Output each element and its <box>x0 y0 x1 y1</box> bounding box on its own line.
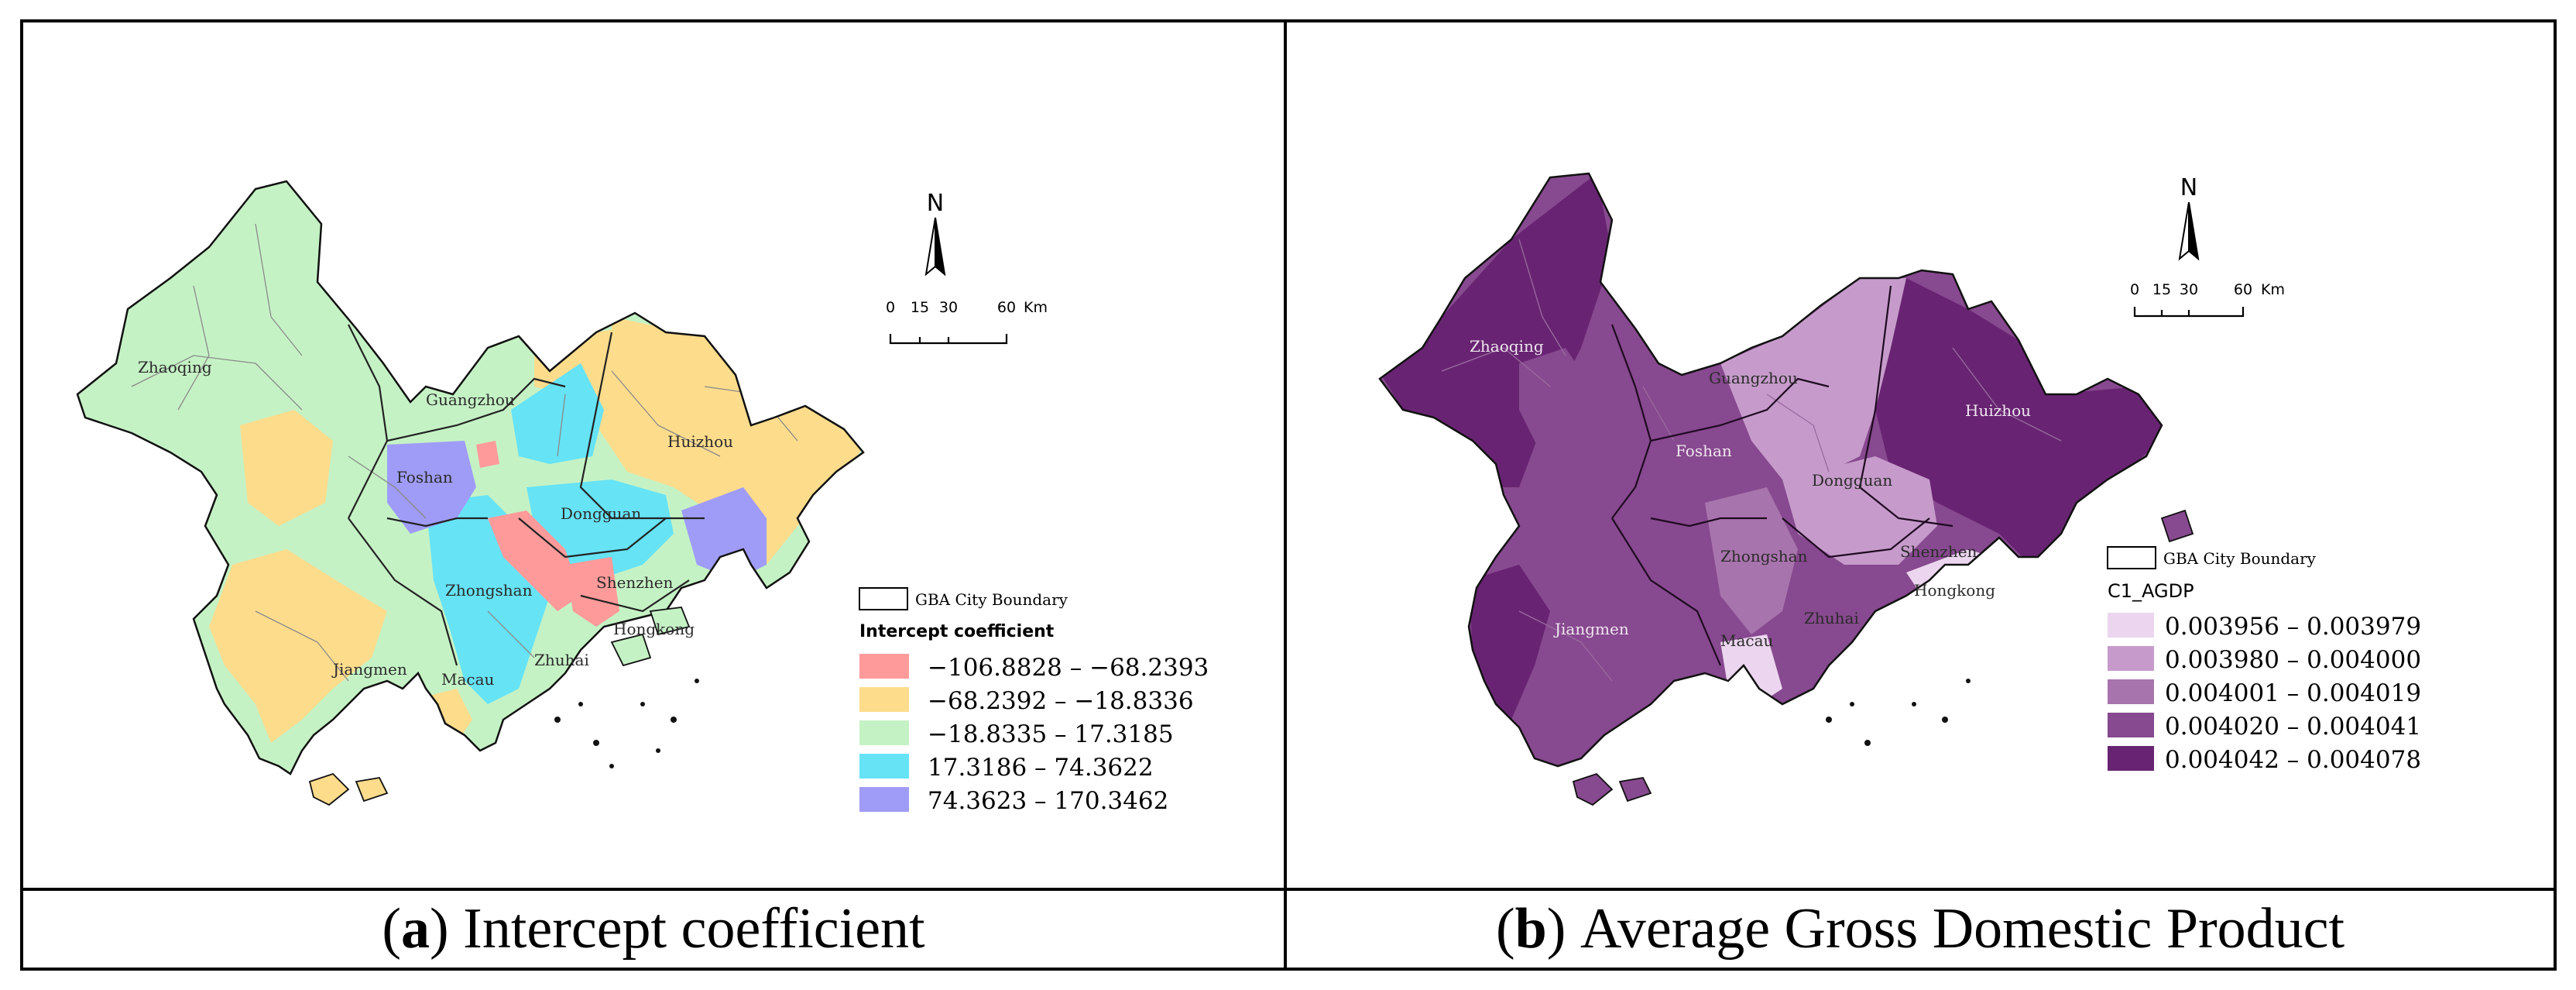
city-label-zhaoqing: Zhaoqing <box>138 358 212 376</box>
city-label-dongguan: Dongguan <box>561 504 641 523</box>
city-label-macau: Macau <box>441 670 495 689</box>
legend-swatch-2 <box>2108 679 2154 704</box>
legend-label-2: 0.004001 – 0.004019 <box>2165 679 2421 707</box>
legend-boundary-swatch <box>859 587 908 610</box>
city-label-dongguan: Dongguan <box>1812 471 1892 490</box>
legend-label-2: −18.8335 – 17.3185 <box>928 720 1174 748</box>
scale-label-15: 15 <box>911 299 929 316</box>
map-b-region-guangzhou <box>1720 278 1906 480</box>
map-b-region-jiangmen-west <box>1469 565 1550 720</box>
scale-label-60: 60 <box>2234 281 2252 298</box>
north-arrow-icon <box>2178 201 2200 261</box>
city-label-zhongshan: Zhongshan <box>1720 547 1808 565</box>
legend-swatch-3 <box>2108 713 2154 737</box>
city-label-huizhou: Huizhou <box>667 432 733 451</box>
legend-title: C1_AGDP <box>2108 580 2194 602</box>
legend-label-0: −106.8828 – −68.2393 <box>928 654 1209 682</box>
city-label-zhaoqing: Zhaoqing <box>1470 337 1544 356</box>
caption-a-text: Intercept coefficient <box>463 897 925 961</box>
map-a-region-zhaoqing-south <box>240 410 333 526</box>
legend-boundary-label: GBA City Boundary <box>915 590 1068 609</box>
panel-b-map: Zhaoqing Guangzhou Huizhou Foshan Donggu… <box>1378 172 2421 806</box>
legend-swatch-0 <box>2108 613 2154 638</box>
map-a-islands <box>308 772 389 806</box>
legend-label-1: 0.003980 – 0.004000 <box>2165 646 2421 674</box>
legend-label-3: 0.004020 – 0.004041 <box>2165 713 2421 741</box>
city-label-guangzhou: Guangzhou <box>1709 369 1798 387</box>
legend-swatch-2 <box>859 720 909 745</box>
map-b-region-zhongshan <box>1705 487 1798 634</box>
map-a-region-guangzhou-center <box>476 441 499 468</box>
city-label-jiangmen: Jiangmen <box>331 660 407 679</box>
map-a-region-huizhou <box>596 317 863 565</box>
legend-boundary-swatch <box>2107 546 2156 569</box>
scale-label-30: 30 <box>939 299 958 316</box>
panel-a-map: Zhaoqing Guangzhou Huizhou Foshan Donggu… <box>76 180 1209 815</box>
legend-boundary-label: GBA City Boundary <box>2163 549 2317 568</box>
map-b-region-zhaoqing-south <box>1519 348 1597 456</box>
caption-b: (b) Average Gross Domestic Product <box>1495 897 2345 961</box>
figure-frame <box>20 19 2557 971</box>
city-label-foshan: Foshan <box>1676 442 1732 460</box>
city-label-foshan: Foshan <box>396 468 453 486</box>
legend-swatch-0 <box>859 654 909 679</box>
city-label-shenzhen: Shenzhen <box>596 573 674 592</box>
caption-divider <box>20 888 2557 891</box>
legend-swatch-3 <box>859 754 909 779</box>
map-b-region-dongguan <box>1782 456 1937 565</box>
city-label-jiangmen: Jiangmen <box>1553 620 1629 638</box>
panel-divider <box>1284 19 1287 971</box>
legend-swatch-1 <box>2108 646 2154 671</box>
legend-label-3: 17.3186 – 74.3622 <box>928 754 1154 782</box>
city-label-hongkong: Hongkong <box>613 620 695 638</box>
north-arrow-label: N <box>2180 174 2197 201</box>
caption-b-tag: b <box>1514 897 1547 961</box>
city-label-macau: Macau <box>1720 631 1774 650</box>
legend-label-1: −68.2392 – −18.8336 <box>928 687 1194 715</box>
north-arrow-icon <box>924 217 946 277</box>
city-label-zhuhai: Zhuhai <box>534 651 589 669</box>
map-a-region-foshan <box>387 441 476 534</box>
north-arrow-label: N <box>927 190 944 217</box>
scale-label-0: 0 <box>2130 281 2139 298</box>
city-label-huizhou: Huizhou <box>1965 401 2031 420</box>
legend-swatch-4 <box>2108 746 2154 771</box>
city-label-hongkong: Hongkong <box>1914 581 1995 600</box>
legend-a: GBA City Boundary Intercept coefficient … <box>859 587 1209 815</box>
legend-b: GBA City Boundary C1_AGDP 0.003956 – 0.0… <box>2107 546 2421 774</box>
caption-a: (a) Intercept coefficient <box>382 897 925 961</box>
scale-label-km: Km <box>2261 281 2285 298</box>
scale-label-km: Km <box>1024 299 1048 316</box>
map-a-region-jiangmen <box>209 549 387 743</box>
caption-b-text: Average Gross Domestic Product <box>1580 897 2345 961</box>
legend-label-4: 74.3623 – 170.3462 <box>928 787 1168 815</box>
legend-swatch-4 <box>859 787 909 812</box>
map-b-region-hongkong <box>1899 603 1968 650</box>
map-a-region-guangzhou-east <box>511 363 604 464</box>
scale-label-0: 0 <box>886 299 895 316</box>
map-a-region-nansha <box>488 510 581 611</box>
legend-label-0: 0.003956 – 0.003979 <box>2165 613 2421 641</box>
city-label-zhongshan: Zhongshan <box>445 581 533 600</box>
scale-label-30: 30 <box>2180 281 2198 298</box>
scale-label-15: 15 <box>2152 281 2171 298</box>
scale-bar: 0 15 30 60 Km <box>2130 281 2285 318</box>
scale-label-60: 60 <box>997 299 1016 316</box>
legend-swatch-1 <box>859 687 909 712</box>
city-label-shenzhen: Shenzhen <box>1900 542 1977 561</box>
map-a-region-shenzhen-west <box>565 557 619 627</box>
map-b-region-foshan <box>1612 332 1720 503</box>
legend-label-4: 0.004042 – 0.004078 <box>2165 746 2421 774</box>
scale-bar: 0 15 30 60 Km <box>886 299 1048 345</box>
legend-title: Intercept coefficient <box>859 622 1055 641</box>
caption-a-tag: a <box>401 897 430 961</box>
map-b-islands <box>1572 509 2194 806</box>
city-label-guangzhou: Guangzhou <box>426 390 515 409</box>
city-label-zhuhai: Zhuhai <box>1804 609 1859 627</box>
